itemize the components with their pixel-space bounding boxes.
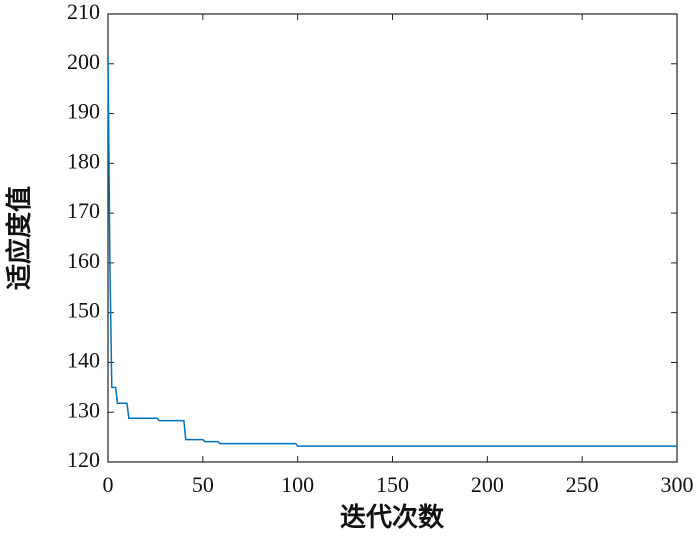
y-tick-label: 160 [67, 248, 100, 273]
data-line [107, 56, 677, 447]
x-tick-label: 100 [281, 472, 314, 497]
y-tick-label: 180 [67, 148, 100, 173]
x-tick-label: 300 [661, 472, 694, 497]
y-tick-label: 210 [67, 0, 100, 24]
x-tick-label: 50 [192, 472, 214, 497]
y-tick-label: 200 [67, 49, 100, 74]
x-axis-label: 迭代次数 [340, 503, 445, 532]
x-tick-label: 250 [566, 472, 599, 497]
x-tick-label: 0 [103, 472, 114, 497]
y-tick-label: 140 [67, 347, 100, 372]
y-tick-label: 190 [67, 99, 100, 124]
plot-frame [107, 13, 678, 463]
y-axis-label: 适应度值 [4, 186, 34, 290]
x-tick-label: 150 [376, 472, 409, 497]
y-tick-label: 130 [67, 397, 100, 422]
x-tick-label: 200 [471, 472, 504, 497]
y-tick-label: 170 [67, 198, 100, 223]
y-tick-label: 120 [67, 447, 100, 472]
y-tick-label: 150 [67, 298, 100, 323]
